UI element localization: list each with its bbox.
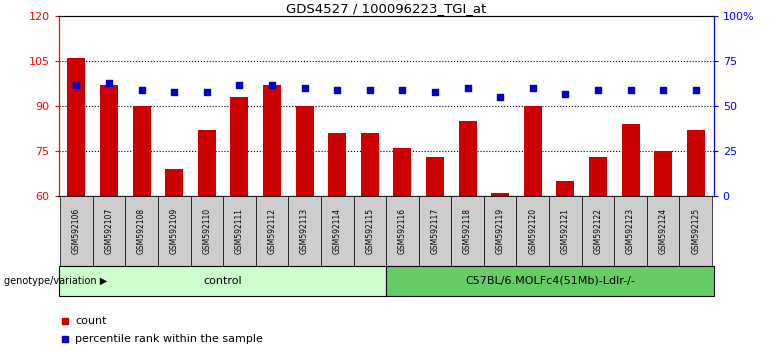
Text: GSM592119: GSM592119 [495, 208, 505, 254]
Point [657, 87, 669, 93]
Bar [484, 196, 516, 266]
Title: GDS4527 / 100096223_TGI_at: GDS4527 / 100096223_TGI_at [286, 2, 486, 15]
Bar [549, 196, 582, 266]
Bar [516, 196, 549, 266]
Text: GSM592125: GSM592125 [691, 208, 700, 254]
Bar [223, 196, 256, 266]
Bar [426, 157, 444, 196]
Point [168, 89, 180, 95]
Bar [100, 85, 118, 196]
Text: GSM592106: GSM592106 [72, 208, 81, 254]
Text: GSM592124: GSM592124 [658, 208, 668, 254]
Bar [654, 152, 672, 196]
Bar [126, 196, 158, 266]
Bar [158, 196, 190, 266]
Text: GSM592113: GSM592113 [300, 208, 309, 254]
Bar [328, 133, 346, 196]
Point [70, 82, 83, 87]
Bar [263, 85, 281, 196]
Bar [491, 193, 509, 196]
Bar [524, 106, 542, 196]
Point [233, 82, 246, 87]
Bar [198, 130, 216, 196]
Point [559, 91, 572, 96]
Text: percentile rank within the sample: percentile rank within the sample [75, 334, 263, 344]
Text: GSM592117: GSM592117 [431, 208, 439, 254]
Bar [133, 106, 151, 196]
Bar [386, 196, 419, 266]
Bar [256, 196, 289, 266]
Text: genotype/variation ▶: genotype/variation ▶ [4, 275, 107, 286]
Text: GSM592121: GSM592121 [561, 208, 570, 254]
Bar [582, 196, 615, 266]
Bar [230, 97, 248, 196]
Bar [353, 196, 386, 266]
Bar [679, 196, 712, 266]
Bar [289, 196, 321, 266]
Point [461, 85, 473, 91]
Text: GSM592115: GSM592115 [365, 208, 374, 254]
Bar [165, 169, 183, 196]
Bar [361, 133, 379, 196]
Text: count: count [75, 316, 106, 326]
Text: control: control [203, 275, 242, 286]
Bar [589, 157, 607, 196]
Text: GSM592122: GSM592122 [594, 208, 602, 254]
Bar [190, 196, 223, 266]
Bar [459, 121, 477, 196]
Text: GSM592120: GSM592120 [528, 208, 537, 254]
Point [592, 87, 604, 93]
Point [526, 85, 539, 91]
Point [200, 89, 213, 95]
Text: GSM592110: GSM592110 [202, 208, 211, 254]
Point [396, 87, 409, 93]
Text: GSM592108: GSM592108 [137, 208, 146, 254]
Bar [60, 196, 93, 266]
Bar [393, 148, 411, 196]
Point [299, 85, 311, 91]
Text: GSM592107: GSM592107 [105, 208, 114, 254]
Bar [321, 196, 353, 266]
Text: GSM592116: GSM592116 [398, 208, 407, 254]
Point [136, 87, 148, 93]
Text: GSM592123: GSM592123 [626, 208, 635, 254]
Bar [647, 196, 679, 266]
Bar [93, 196, 126, 266]
Bar [67, 58, 85, 196]
Point [331, 87, 343, 93]
Bar [615, 196, 647, 266]
Bar [556, 181, 574, 196]
Bar [452, 196, 484, 266]
Text: GSM592111: GSM592111 [235, 208, 244, 254]
Bar [386, 266, 714, 296]
Text: GSM592114: GSM592114 [333, 208, 342, 254]
Bar [58, 266, 386, 296]
Point [429, 89, 441, 95]
Point [103, 80, 115, 86]
Bar [296, 106, 314, 196]
Bar [687, 130, 705, 196]
Text: GSM592109: GSM592109 [170, 208, 179, 254]
Text: GSM592112: GSM592112 [268, 208, 277, 254]
Point [690, 87, 702, 93]
Point [624, 87, 636, 93]
Bar [622, 124, 640, 196]
Point [363, 87, 376, 93]
Point [494, 94, 506, 100]
Bar [419, 196, 452, 266]
Text: C57BL/6.MOLFc4(51Mb)-Ldlr-/-: C57BL/6.MOLFc4(51Mb)-Ldlr-/- [465, 275, 635, 286]
Point [266, 82, 278, 87]
Text: GSM592118: GSM592118 [463, 208, 472, 254]
